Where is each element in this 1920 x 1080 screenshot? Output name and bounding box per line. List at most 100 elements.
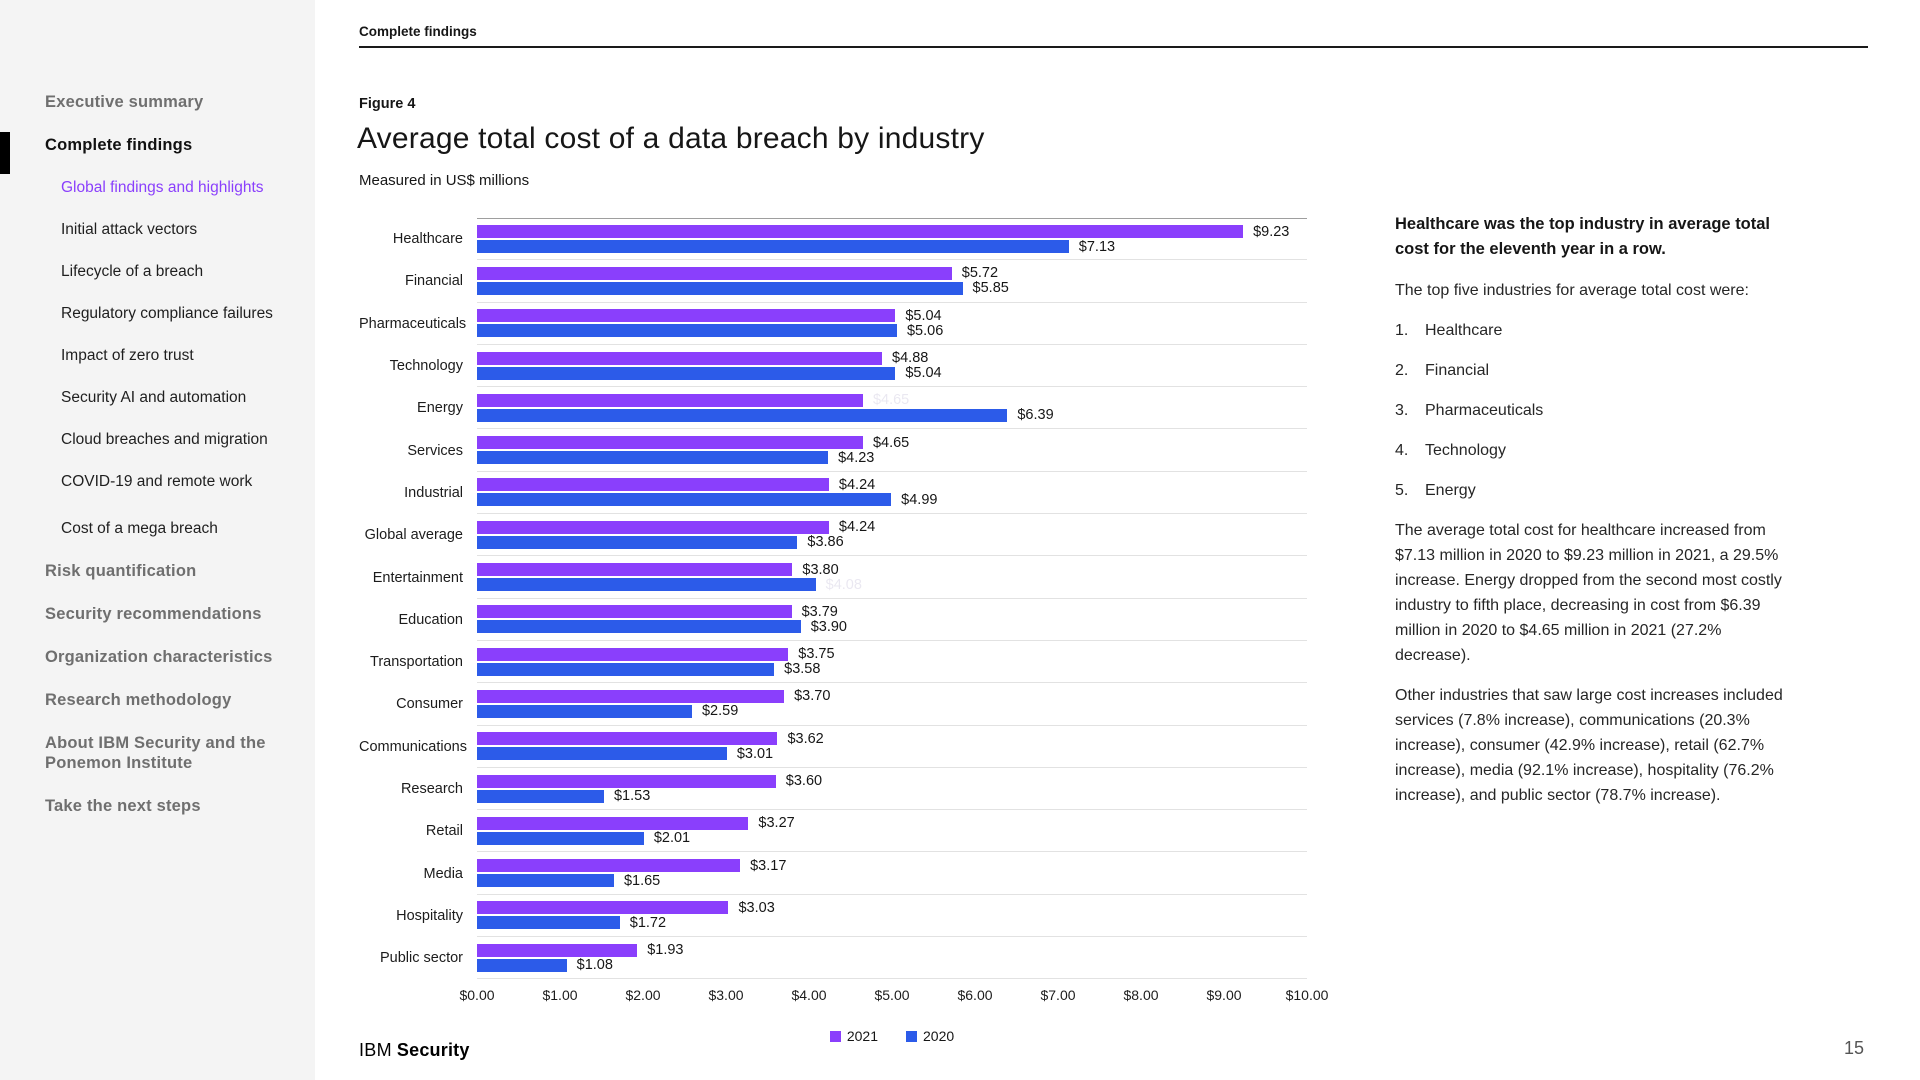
bar-2021 — [477, 689, 785, 703]
bar-value-label: $3.58 — [784, 661, 821, 678]
row-plot: $9.23 $7.13 — [477, 218, 1307, 261]
bar-2020 — [477, 620, 801, 634]
chart-row: Research $3.60 $1.53 — [359, 768, 1307, 811]
bar-value-label: $2.59 — [701, 703, 739, 720]
chart-row: Public sector $1.93 $1.08 — [359, 937, 1307, 980]
top-five-number: 1. — [1395, 322, 1409, 339]
bar-value-label: $4.88 — [892, 350, 929, 367]
bar-group-line: $3.27 — [477, 815, 1307, 832]
top-five-number: 2. — [1395, 362, 1409, 379]
category-label: Energy — [417, 400, 463, 417]
bar-2021 — [477, 605, 792, 619]
sidebar-item[interactable]: Impact of zero trust — [61, 347, 194, 364]
insight-panel: Healthcare was the top industry in avera… — [1395, 212, 1795, 823]
bar-value-label: $3.90 — [810, 618, 847, 635]
category-label: Retail — [425, 823, 463, 840]
insight-paragraph-2: Other industries that saw large cost inc… — [1395, 687, 1783, 804]
top-five-number: 5. — [1395, 482, 1409, 499]
bar-value-label: $7.13 — [1078, 238, 1116, 255]
bar-group-line: $9.23 — [477, 224, 1307, 240]
bar-group-line: $2.59 — [477, 703, 1307, 720]
x-axis-tick-label: $6.00 — [957, 987, 993, 1004]
top-five-label: Energy — [1425, 482, 1476, 499]
sidebar-item[interactable]: Organization characteristics — [45, 648, 273, 666]
bar-group-line: $4.99 — [477, 492, 1307, 508]
top-five-label: Financial — [1425, 362, 1490, 379]
bar-2020 — [477, 451, 829, 465]
chart-row: Hospitality $3.03 $1.72 — [359, 895, 1307, 938]
figure-subtitle: Measured in US$ millions — [359, 172, 530, 189]
bar-group-line: $3.86 — [477, 534, 1307, 550]
chart-legend: 2021 2020 — [477, 1028, 1307, 1044]
chart-row: Consumer $3.70 $2.59 — [359, 683, 1307, 726]
bar-2020 — [477, 874, 614, 888]
bar-value-label: $3.03 — [738, 899, 775, 916]
active-section-indicator — [0, 132, 10, 174]
row-plot: $4.24 $4.99 — [477, 472, 1307, 515]
bar-value-label: $1.65 — [623, 872, 661, 889]
bar-2021 — [477, 393, 863, 407]
sidebar-item[interactable]: Initial attack vectors — [61, 221, 198, 238]
bar-value-label: $3.79 — [801, 603, 838, 620]
category-label: Industrial — [404, 484, 463, 501]
bar-group-line: $3.80 — [477, 561, 1307, 578]
top-five-number: 3. — [1395, 402, 1409, 419]
bar-group-line: $4.88 — [477, 350, 1307, 367]
bar-2021 — [477, 351, 883, 365]
x-axis-tick-label: $0.00 — [459, 987, 495, 1004]
top-five-label: Technology — [1425, 442, 1506, 459]
bar-group-line: $7.13 — [477, 238, 1307, 255]
insight-paragraph-1: The average total cost for healthcare in… — [1395, 522, 1782, 664]
sidebar-item[interactable]: Cloud breaches and migration — [61, 431, 268, 448]
bar-group-line: $3.62 — [477, 731, 1307, 747]
top-five-list: 1. Healthcare 2. Financial 3. Pharmaceuticals… — [1395, 318, 1795, 503]
bar-value-label: $3.60 — [785, 773, 823, 789]
bar-value-label: $4.65 — [872, 434, 910, 451]
bar-group-line: $3.58 — [477, 661, 1307, 678]
bar-2020 — [477, 704, 692, 718]
sidebar-item[interactable]: Security AI and automation — [61, 389, 247, 406]
sidebar-item[interactable]: Lifecycle of a breach — [61, 263, 204, 280]
bar-value-label: $3.80 — [802, 561, 839, 578]
bar-group-line: $4.24 — [477, 477, 1307, 493]
bar-group-line: $5.72 — [477, 265, 1307, 281]
chart-row: Education $3.79 $3.90 — [359, 599, 1307, 641]
bar-2020 — [477, 578, 816, 592]
bar-2021 — [477, 859, 741, 873]
top-five-number: 4. — [1395, 442, 1409, 459]
bar-2021 — [477, 563, 793, 577]
category-label: Entertainment — [372, 569, 463, 586]
row-plot: $3.62 $3.01 — [477, 726, 1307, 768]
top-five-label: Pharmaceuticals — [1425, 402, 1544, 419]
header-divider — [359, 46, 1868, 48]
sidebar-item[interactable]: About IBM Security and the Ponemon Insti… — [45, 734, 266, 772]
sidebar-item[interactable]: Risk quantification — [45, 562, 197, 580]
bar-2020 — [477, 789, 604, 803]
bar-2020 — [477, 662, 775, 676]
sidebar-item[interactable]: Research methodology — [45, 691, 232, 709]
chart-row: Financial $5.72 $5.85 — [359, 260, 1307, 303]
chart-row: Technology $4.88 $5.04 — [359, 345, 1307, 388]
row-plot: $3.70 $2.59 — [477, 683, 1307, 726]
bar-group-line: $1.93 — [477, 942, 1307, 958]
row-plot: $3.75 $3.58 — [477, 641, 1307, 684]
sidebar-item[interactable]: COVID-19 and remote work — [61, 473, 253, 490]
sidebar-item[interactable]: Complete findings — [45, 136, 193, 154]
sidebar-item[interactable]: Global findings and highlights — [61, 179, 264, 196]
bar-value-label: $3.27 — [758, 815, 795, 832]
sidebar-item[interactable]: Regulatory compliance failures — [61, 305, 273, 322]
row-plot: $3.79 $3.90 — [477, 599, 1307, 641]
sidebar-item[interactable]: Cost of a mega breach — [61, 520, 218, 537]
category-label: Education — [398, 611, 464, 628]
bar-group-line: $5.85 — [477, 280, 1307, 296]
bar-value-label: $3.75 — [798, 646, 835, 663]
bar-2021 — [477, 774, 776, 788]
sidebar-item[interactable]: Security recommendations — [45, 605, 262, 623]
bar-2020 — [477, 747, 727, 761]
bar-group-line: $1.65 — [477, 872, 1307, 889]
chart-row: Pharmaceuticals $5.04 $5.06 — [359, 303, 1307, 345]
bar-group-line: $3.75 — [477, 646, 1307, 663]
sidebar-item[interactable]: Executive summary — [45, 93, 204, 111]
bar-group-line: $3.17 — [477, 858, 1307, 874]
sidebar-item[interactable]: Take the next steps — [45, 797, 201, 815]
